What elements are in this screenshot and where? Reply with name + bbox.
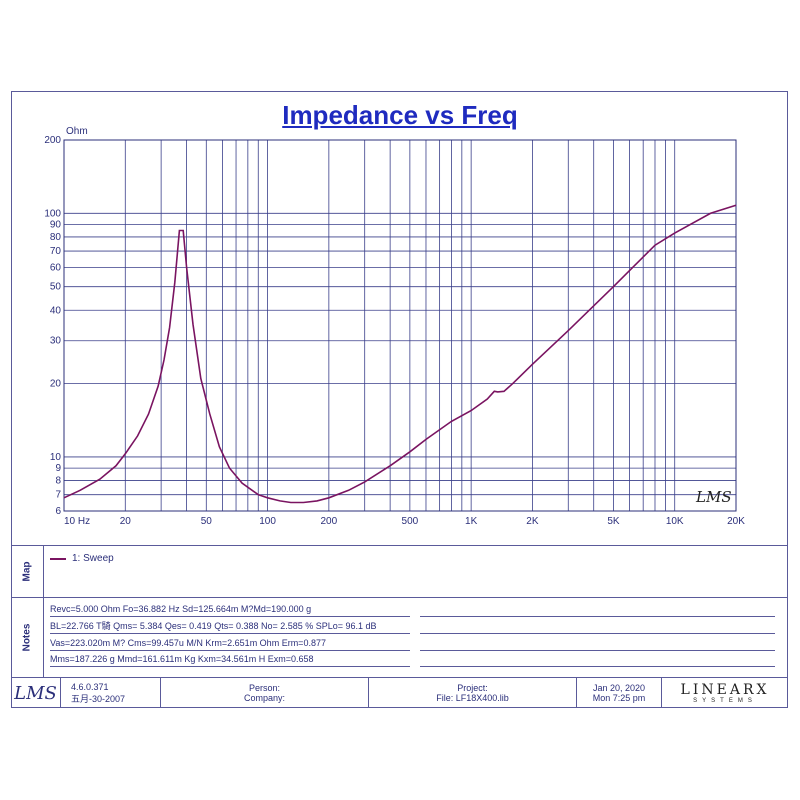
y-tick-label-5: 20 bbox=[50, 379, 62, 390]
legend-swatch bbox=[50, 557, 66, 560]
y-tick-label-14: 200 bbox=[44, 135, 61, 146]
y-axis-unit: Ohm bbox=[66, 126, 88, 137]
y-tick-label-10: 70 bbox=[50, 246, 62, 257]
chart-title: Impedance vs Freq bbox=[282, 100, 518, 130]
y-tick-label-11: 80 bbox=[50, 232, 62, 243]
linearx-logo: LINEARX bbox=[680, 682, 770, 698]
map-section bbox=[11, 545, 788, 597]
company-label: Company: bbox=[243, 693, 286, 703]
plot-area-border bbox=[63, 139, 737, 512]
x-tick-label-6: 1K bbox=[465, 516, 478, 527]
footer-version-cell: 4.6.0.371 五月-30-2007 bbox=[61, 678, 161, 708]
footer-project-cell: Project: File: LF18X400.lib bbox=[369, 678, 577, 708]
date-text: Jan 20, 2020 bbox=[592, 683, 646, 693]
notes-section-label: Notes bbox=[11, 597, 44, 677]
y-tick-label-8: 50 bbox=[50, 282, 62, 293]
x-tick-label-1: 20 bbox=[120, 516, 132, 527]
y-tick-label-13: 100 bbox=[44, 208, 61, 219]
project-label: Project: bbox=[457, 683, 488, 693]
note-row-1: Revc=5.000 Ohm Fo=36.882 Hz Sd=125.664m … bbox=[50, 603, 410, 617]
x-tick-label-4: 200 bbox=[321, 516, 338, 527]
x-tick-label-0: 10 Hz bbox=[64, 516, 90, 527]
note-blank-line-2 bbox=[420, 620, 775, 634]
footer-person-cell: Person: Company: bbox=[161, 678, 369, 708]
note-blank-line-3 bbox=[420, 637, 775, 651]
plot-grid bbox=[63, 139, 737, 512]
x-tick-label-10: 20K bbox=[727, 516, 745, 527]
footer-bar: LMS 4.6.0.371 五月-30-2007 Person: Company… bbox=[11, 677, 788, 708]
note-row-3: Vas=223.020m M? Cms=99.457u M/N Krm=2.65… bbox=[50, 637, 410, 651]
sweep-series-line bbox=[63, 204, 737, 504]
map-section-label: Map bbox=[11, 545, 44, 597]
linearx-logo-sub: SYSTEMS bbox=[693, 698, 757, 704]
legend-label: 1: Sweep bbox=[72, 553, 114, 564]
note-row-4: Mms=187.226 g Mmd=161.611m Kg Kxm=34.561… bbox=[50, 653, 410, 667]
y-tick-label-12: 90 bbox=[50, 219, 62, 230]
y-tick-label-7: 40 bbox=[50, 305, 62, 316]
footer-logo-cell: LMS bbox=[11, 678, 61, 708]
x-tick-label-5: 500 bbox=[402, 516, 419, 527]
lms-watermark: LMS bbox=[695, 488, 732, 506]
x-tick-label-3: 100 bbox=[259, 516, 276, 527]
build-date-text: 五月-30-2007 bbox=[71, 693, 126, 704]
footer-brand-cell: LINEARX SYSTEMS bbox=[662, 678, 788, 708]
x-tick-labels: 10 Hz 20 50 100 200 500 1K 2K 5K 10K 20K bbox=[64, 516, 745, 527]
version-text: 4.6.0.371 bbox=[71, 681, 109, 692]
note-blank-line-4 bbox=[420, 653, 775, 667]
note-row-2: BL=22.766 T騎 Qms= 5.384 Qes= 0.419 Qts= … bbox=[50, 620, 410, 634]
chart-frame bbox=[11, 91, 788, 708]
x-tick-label-8: 5K bbox=[607, 516, 620, 527]
x-tick-label-7: 2K bbox=[526, 516, 539, 527]
y-tick-label-1: 7 bbox=[55, 490, 61, 501]
lms-logo: LMS bbox=[14, 682, 57, 704]
person-label: Person: bbox=[248, 683, 281, 693]
legend-entry: 1: Sweep bbox=[50, 553, 114, 564]
note-blank-line-1 bbox=[420, 603, 775, 617]
x-tick-label-2: 50 bbox=[201, 516, 213, 527]
y-tick-label-3: 9 bbox=[55, 463, 61, 474]
notes-section bbox=[11, 597, 788, 677]
footer-date-cell: Jan 20, 2020 Mon 7:25 pm bbox=[577, 678, 662, 708]
y-tick-label-4: 10 bbox=[50, 452, 62, 463]
y-tick-label-9: 60 bbox=[50, 262, 62, 273]
y-tick-label-0: 6 bbox=[55, 506, 61, 517]
y-tick-label-6: 30 bbox=[50, 336, 62, 347]
y-tick-label-2: 8 bbox=[55, 476, 61, 487]
file-label: File: LF18X400.lib bbox=[436, 693, 509, 703]
x-tick-label-9: 10K bbox=[666, 516, 684, 527]
time-text: Mon 7:25 pm bbox=[592, 693, 646, 703]
